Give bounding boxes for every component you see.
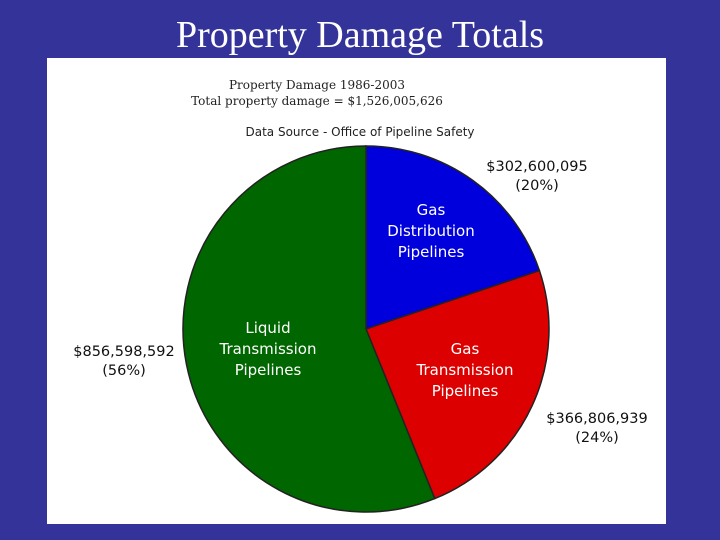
- pie-labels: Gas Distribution Pipelines $302,600,095 (20%…: [73, 159, 647, 446]
- slice-label-gas-distribution: Gas Distribution Pipelines: [387, 201, 475, 261]
- pie-chart: Property Damage 1986-2003 Total property…: [73, 78, 648, 513]
- value-label-gas-transmission: $366,806,939 (24%): [546, 411, 647, 446]
- pie-slice-gas-distribution: [365, 145, 541, 331]
- chart-source: Data Source - Office of Pipeline Safety: [245, 125, 474, 139]
- chart-header-line-1: Property Damage 1986-2003: [229, 78, 405, 92]
- value-label-liquid-transmission: $856,598,592 (56%): [73, 344, 174, 379]
- chart-panel: Property Damage 1986-2003 Total property…: [47, 58, 666, 524]
- slice-label-liquid-transmission: Liquid Transmission Pipelines: [219, 319, 317, 379]
- chart-header-line-2: Total property damage = $1,526,005,626: [191, 94, 443, 108]
- slide-title: Property Damage Totals: [175, 14, 545, 56]
- slice-label-gas-transmission: Gas Transmission Pipelines: [416, 340, 514, 400]
- pie-slices: [182, 145, 550, 513]
- value-label-gas-distribution: $302,600,095 (20%): [486, 159, 587, 194]
- pie-slice-liquid-transmission: [182, 145, 436, 513]
